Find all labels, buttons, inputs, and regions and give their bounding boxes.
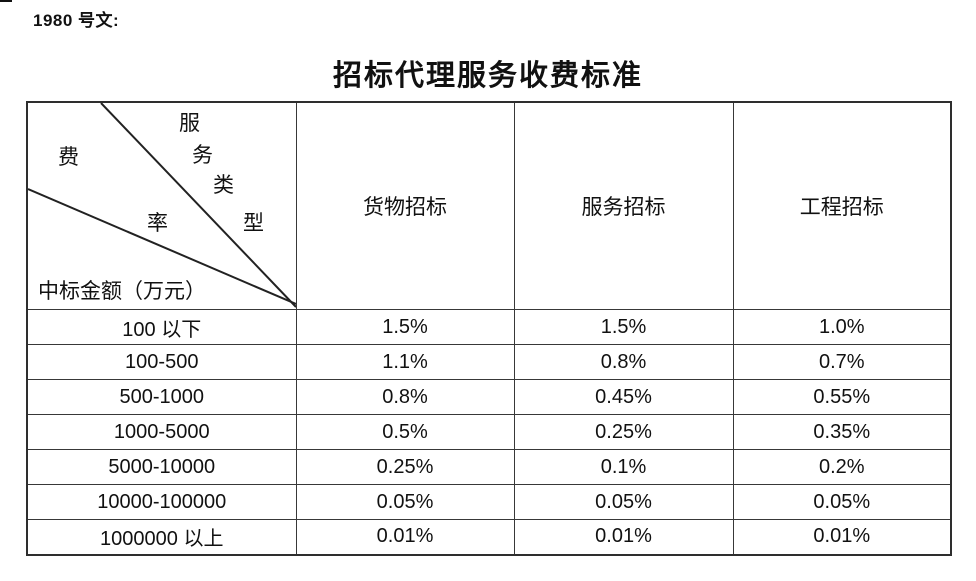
table-row: 5000-10000 0.25% 0.1% 0.2% [26,449,952,485]
column-header-goods: 货物招标 [295,101,515,310]
rate-cell: 0.35% [732,414,952,450]
rate-cell: 0.05% [732,484,952,520]
rate-cell: 0.05% [295,484,515,520]
column-header-engineering: 工程招标 [732,101,952,310]
rate-cell: 0.8% [513,344,734,380]
rate-cell: 1.5% [513,309,734,345]
rate-cell: 0.01% [513,519,734,555]
amount-range-cell: 100-500 [26,344,297,380]
rate-cell: 0.45% [513,379,734,415]
bid-amount-axis-label: 中标金额（万元） [38,279,206,303]
fee-rate-label-char: 率 [147,211,168,235]
rate-cell: 0.25% [295,449,515,485]
service-type-label-char: 型 [243,211,264,235]
diagonal-corner-cell: 服 务 类 型 费 率 中标金额（万元） [26,101,297,310]
service-type-label-char: 类 [213,173,234,197]
rate-cell: 0.1% [513,449,734,485]
table-row: 100 以下 1.5% 1.5% 1.0% [26,309,952,345]
rate-cell: 1.5% [295,309,515,345]
rate-cell: 0.8% [295,379,515,415]
rate-cell: 0.01% [295,519,515,555]
rate-cell: 0.7% [732,344,952,380]
diagonal-corner-wrap: 服 务 类 型 费 率 中标金额（万元） [28,103,295,309]
rate-cell: 0.05% [513,484,734,520]
page-title: 招标代理服务收费标准 [332,60,643,92]
amount-range-cell: 1000000 以上 [26,519,297,555]
rate-cell: 1.1% [295,344,515,380]
screen-edge-artifact [0,0,12,2]
table-row: 500-1000 0.8% 0.45% 0.55% [26,379,952,415]
rate-cell: 0.25% [513,414,734,450]
fee-rate-label-char: 费 [58,145,79,169]
table-row: 1000-5000 0.5% 0.25% 0.35% [26,414,952,450]
table-row: 100-500 1.1% 0.8% 0.7% [26,344,952,380]
amount-range-cell: 500-1000 [26,379,297,415]
diagonal-line-lower [28,188,295,305]
table-header-row: 服 务 类 型 费 率 中标金额（万元） 货物招标 服务招标 工程招标 [26,101,952,310]
table-row: 10000-100000 0.05% 0.05% 0.05% [26,484,952,520]
rate-cell: 0.2% [732,449,952,485]
diagonal-line-upper [100,103,295,308]
amount-range-cell: 100 以下 [26,309,297,345]
table-row: 1000000 以上 0.01% 0.01% 0.01% [26,519,952,555]
fee-standard-table: 服 务 类 型 费 率 中标金额（万元） 货物招标 服务招标 工程招标 100 … [26,101,952,556]
rate-cell: 0.01% [732,519,952,555]
column-header-services: 服务招标 [513,101,734,310]
amount-range-cell: 1000-5000 [26,414,297,450]
rate-cell: 0.5% [295,414,515,450]
rate-cell: 1.0% [732,309,952,345]
document-reference: 1980 号文: [33,11,120,30]
rate-cell: 0.55% [732,379,952,415]
service-type-label-char: 务 [192,143,213,167]
service-type-label-char: 服 [179,111,200,135]
amount-range-cell: 5000-10000 [26,449,297,485]
diagonal-lines [28,103,295,308]
amount-range-cell: 10000-100000 [26,484,297,520]
